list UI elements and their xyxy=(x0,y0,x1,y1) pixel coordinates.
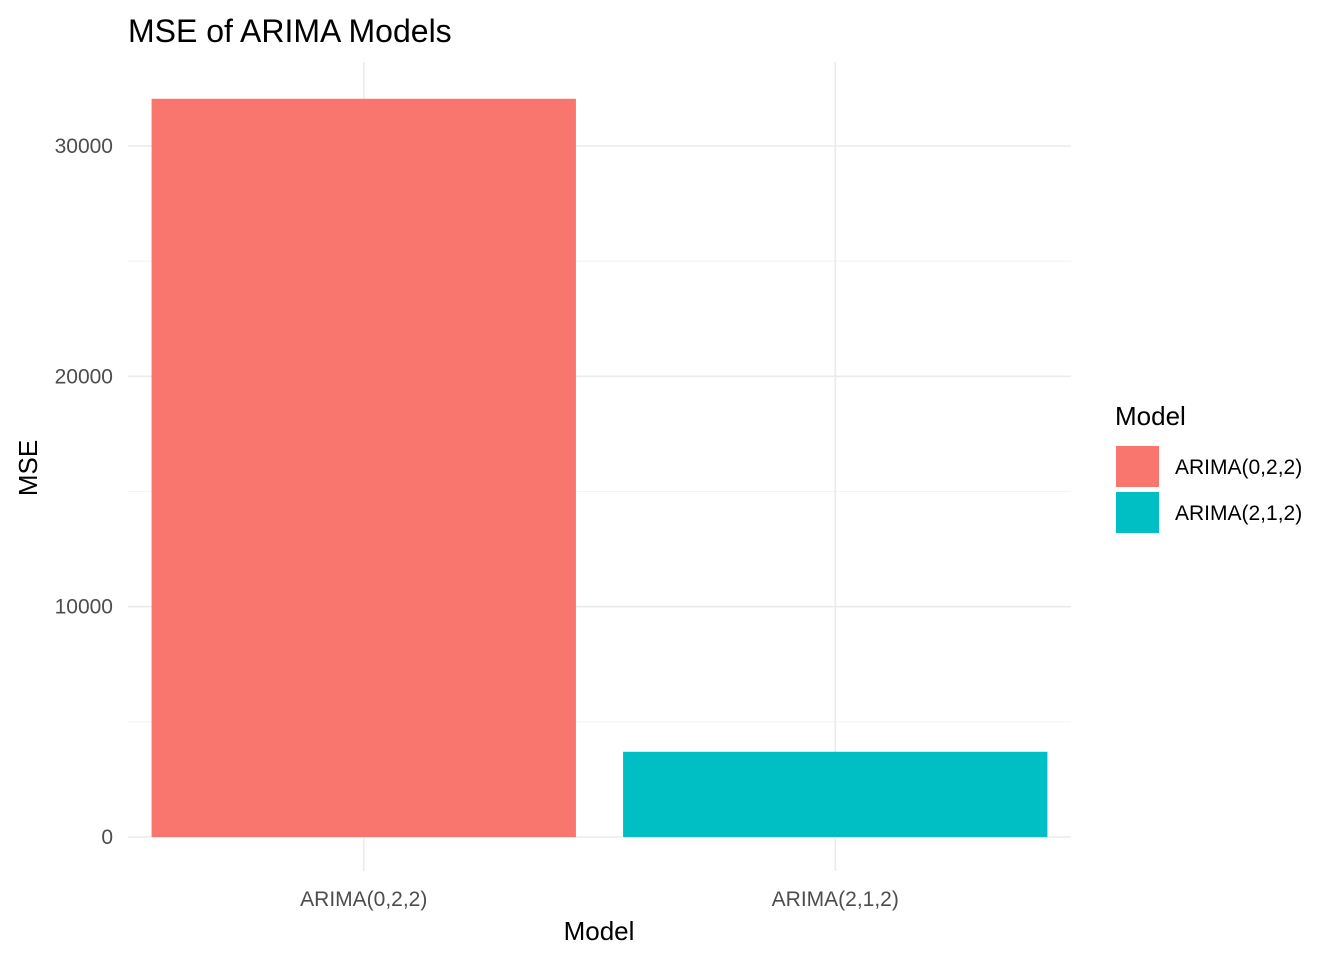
legend-key xyxy=(1116,446,1159,487)
legend-items: ARIMA(0,2,2) ARIMA(2,1,2) xyxy=(1116,446,1302,533)
y-tick-label: 0 xyxy=(101,826,113,849)
legend: Model ARIMA(0,2,2) ARIMA(2,1,2) xyxy=(1115,401,1302,533)
legend-key xyxy=(1116,492,1159,533)
legend-label: ARIMA(0,2,2) xyxy=(1175,456,1302,479)
bars xyxy=(151,98,1048,837)
y-tick-label: 10000 xyxy=(55,596,113,619)
x-tick-label: ARIMA(0,2,2) xyxy=(300,888,427,911)
y-tick-label: 20000 xyxy=(55,365,113,388)
y-axis-title: MSE xyxy=(13,440,43,496)
chart-title: MSE of ARIMA Models xyxy=(128,13,452,49)
bar xyxy=(623,751,1048,837)
bar xyxy=(151,98,576,837)
legend-title: Model xyxy=(1115,401,1186,431)
y-tick-label: 30000 xyxy=(55,135,113,158)
legend-label: ARIMA(2,1,2) xyxy=(1175,502,1302,525)
x-axis-ticks: ARIMA(0,2,2) ARIMA(2,1,2) xyxy=(300,888,899,911)
x-tick-label: ARIMA(2,1,2) xyxy=(772,888,899,911)
y-axis-ticks: 0 10000 20000 30000 xyxy=(55,135,113,849)
x-axis-title: Model xyxy=(564,916,635,946)
